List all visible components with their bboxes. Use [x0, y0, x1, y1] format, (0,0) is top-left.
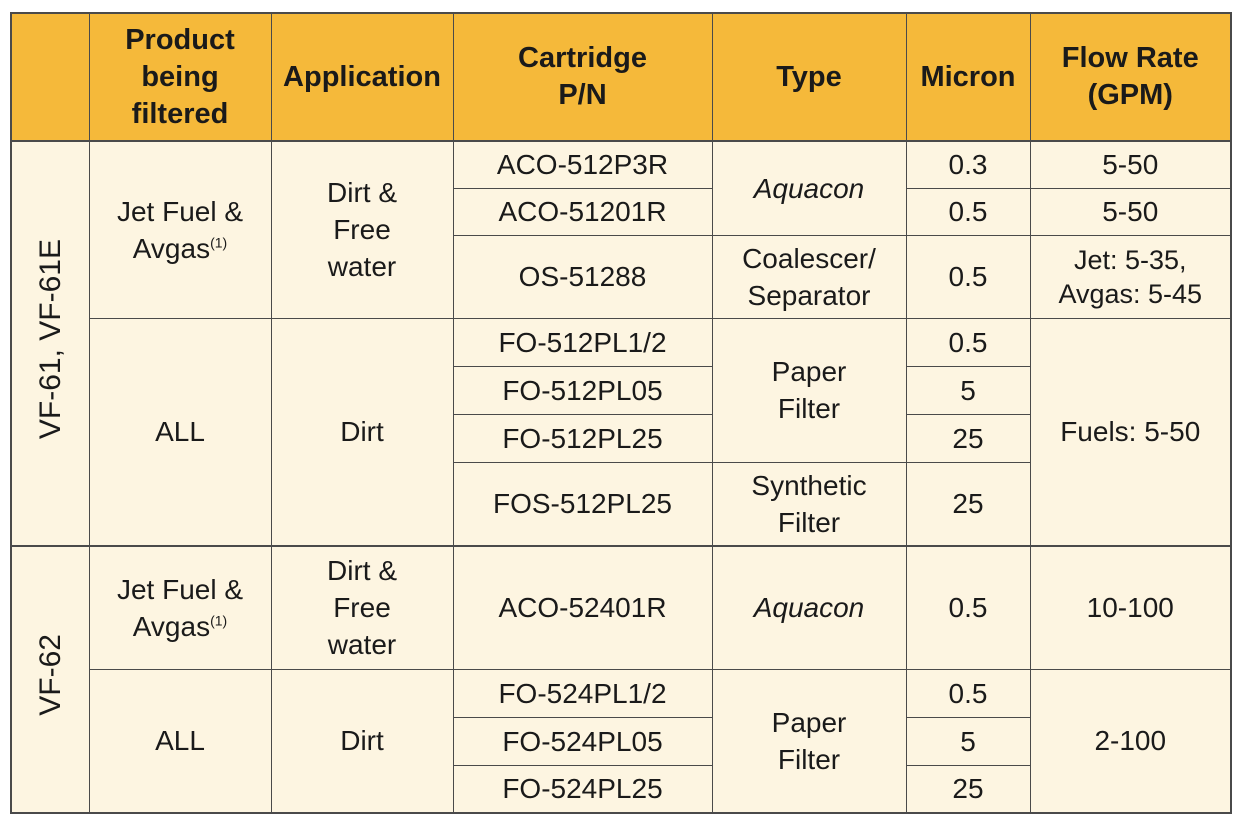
cartridge-cell: OS-51288 [452, 234, 713, 319]
micron-cell: 0.5 [905, 187, 1031, 236]
model-cell: VF-62 [10, 545, 90, 814]
cartridge-cell: FO-512PL05 [452, 365, 713, 415]
model-label: VF-62 [33, 634, 67, 716]
flow-cell: 5-50 [1029, 140, 1232, 189]
table-row: FO-524PL25 25 [11, 764, 1231, 814]
header-product: Product being filtered [88, 12, 272, 142]
table-row: ACO-51201R 0.5 5-50 [11, 187, 1232, 236]
micron-cell: 0.5 [905, 545, 1031, 670]
header-flow: Flow Rate (GPM) [1029, 12, 1232, 142]
filter-spec-table-frame: Product being filtered Application Cartr… [10, 12, 1232, 814]
header-micron: Micron [905, 12, 1031, 142]
cartridge-cell: ACO-52401R [452, 545, 713, 670]
header-cartridge: Cartridge P/N [452, 12, 713, 142]
flow-cell: 2-100 [1029, 668, 1232, 814]
cartridge-cell: FO-524PL1/2 [452, 668, 713, 718]
product-cell: Jet Fuel & Avgas(1) [88, 545, 272, 670]
header-type: Type [711, 12, 907, 142]
type-cell: Paper Filter [711, 668, 907, 814]
footnote-marker: (1) [210, 612, 228, 629]
header-blank [10, 12, 90, 142]
product-label: Jet Fuel & Avgas [116, 573, 244, 642]
table-row: VF-61, VF-61E Jet Fuel & Avgas(1) Dirt &… [10, 140, 1232, 547]
application-cell: Dirt & Free water [270, 140, 454, 319]
cartridge-cell: FOS-512PL25 [452, 461, 713, 547]
type-cell: Synthetic Filter [711, 461, 907, 547]
application-cell: Dirt [270, 317, 454, 547]
application-cell: Dirt [270, 668, 454, 814]
product-cell: ALL [88, 668, 272, 814]
header-application: Application [270, 12, 454, 142]
flow-cell: 10-100 [1029, 545, 1232, 670]
model-label: VF-61, VF-61E [33, 238, 67, 440]
micron-cell: 0.5 [905, 317, 1031, 367]
micron-cell: 25 [905, 413, 1031, 463]
footnote-marker: (1) [210, 234, 228, 251]
micron-cell: 5 [905, 716, 1031, 766]
table-row: FO-512PL25 25 [11, 413, 1231, 463]
micron-cell: 0.3 [905, 140, 1031, 189]
table-row: FO-524PL05 5 [11, 716, 1231, 766]
cartridge-cell: FO-512PL25 [452, 413, 713, 463]
cartridge-cell: FO-512PL1/2 [452, 317, 713, 367]
micron-cell: 0.5 [905, 668, 1031, 718]
product-cell: Jet Fuel & Avgas(1) [88, 140, 272, 319]
type-cell: Paper Filter [711, 317, 907, 463]
micron-cell: 25 [905, 764, 1031, 814]
flow-cell: Jet: 5-35, Avgas: 5-45 [1029, 234, 1232, 319]
application-cell: Dirt & Free water [270, 545, 454, 670]
micron-cell: 0.5 [905, 234, 1031, 319]
table-row: VF-62 Jet Fuel & Avgas(1) Dirt & Free wa… [10, 545, 1232, 814]
table-row: ALL Dirt FO-524PL1/2 Paper Filter 0.5 2-… [11, 668, 1232, 814]
header-row: Product being filtered Application Cartr… [10, 12, 1232, 142]
table-row: FO-512PL05 5 [11, 365, 1231, 415]
product-cell: ALL [88, 317, 272, 547]
table-row: FOS-512PL25 Synthetic Filter 25 [11, 461, 1231, 547]
type-cell: Aquacon [711, 545, 907, 670]
flow-cell: 5-50 [1029, 187, 1232, 236]
filter-spec-table: Product being filtered Application Cartr… [10, 12, 1232, 814]
model-cell: VF-61, VF-61E [10, 140, 90, 547]
table-row: ALL Dirt FO-512PL1/2 Paper Filter 0.5 Fu… [11, 317, 1232, 547]
micron-cell: 5 [905, 365, 1031, 415]
product-label: Jet Fuel & Avgas [116, 195, 244, 264]
flow-cell: Fuels: 5-50 [1029, 317, 1232, 547]
type-cell: Coalescer/ Separator [711, 234, 907, 319]
cartridge-cell: ACO-51201R [452, 187, 713, 236]
cartridge-cell: FO-524PL05 [452, 716, 713, 766]
type-cell: Aquacon [711, 140, 907, 236]
cartridge-cell: ACO-512P3R [452, 140, 713, 189]
micron-cell: 25 [905, 461, 1031, 547]
cartridge-cell: FO-524PL25 [452, 764, 713, 814]
